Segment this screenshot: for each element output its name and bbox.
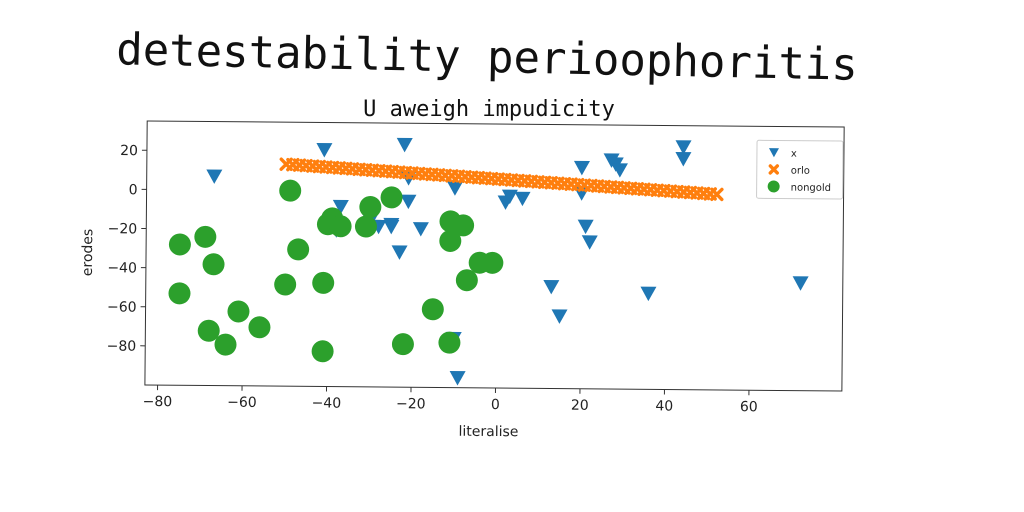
x-tick-label: 60 — [740, 399, 758, 415]
plot-frame — [144, 120, 845, 392]
data-point-x — [577, 219, 594, 235]
data-point-nongold — [214, 333, 237, 356]
y-tick-label: −20 — [108, 221, 138, 237]
data-point-nongold — [279, 179, 302, 202]
x-tick-label: −80 — [143, 394, 173, 410]
y-tick-label: 20 — [120, 143, 138, 159]
x-axis: −80 −60 −40 −20 0 20 40 60 — [143, 385, 758, 415]
data-point-nongold — [439, 229, 462, 252]
x-tick-label: −60 — [227, 395, 257, 411]
y-tick-label: 0 — [129, 182, 138, 198]
data-point-nongold — [329, 215, 352, 238]
y-tick-label: −60 — [107, 299, 137, 315]
data-point-nongold — [168, 282, 191, 305]
data-point-nongold — [421, 298, 444, 321]
legend-label: x — [791, 149, 797, 160]
data-point-x — [396, 137, 413, 153]
data-point-x — [640, 286, 657, 302]
data-point-x — [391, 245, 408, 260]
legend-entry: orlo — [768, 164, 810, 177]
data-point-nongold — [287, 238, 310, 261]
legend-entry: nongold — [767, 180, 831, 194]
data-point-nongold — [194, 225, 217, 248]
data-point-nongold — [202, 253, 225, 276]
chart-suptitle: detestability perioophoritis — [116, 24, 859, 91]
data-point-x — [501, 189, 518, 205]
x-axis-label: literalise — [458, 424, 518, 441]
data-point-x — [400, 194, 417, 210]
legend-label: nongold — [791, 183, 831, 194]
x-tick-label: −40 — [312, 395, 342, 411]
data-point-nongold — [359, 196, 382, 219]
data-point-x — [412, 222, 429, 237]
data-point-x — [675, 140, 692, 155]
data-point-x — [675, 152, 692, 167]
x-tick-label: 20 — [571, 398, 589, 414]
x-tick-label: 40 — [655, 398, 673, 414]
data-point-x — [581, 235, 598, 250]
legend-marker — [767, 180, 780, 193]
data-point-x — [316, 143, 333, 158]
legend-marker — [768, 164, 780, 175]
data-point-x — [551, 309, 568, 324]
data-point-x — [449, 371, 466, 386]
data-point-nongold — [354, 215, 377, 238]
data-point-x — [573, 160, 590, 176]
data-point-nongold — [197, 319, 220, 342]
data-point-nongold — [274, 273, 297, 296]
data-point-nongold — [168, 233, 191, 256]
data-marks — [168, 137, 809, 386]
data-point-nongold — [311, 340, 334, 363]
data-point-nongold — [391, 333, 414, 356]
data-point-nongold — [481, 251, 504, 274]
legend-label: orlo — [791, 166, 810, 177]
x-tick-label: −20 — [396, 396, 426, 412]
legend-marker — [768, 148, 779, 158]
y-axis: 20 0 −20 −40 −60 −80 — [107, 143, 147, 355]
data-point-x — [611, 163, 628, 178]
legend: x orlo nongold — [756, 139, 844, 200]
data-point-x — [383, 217, 400, 233]
data-point-x — [792, 276, 809, 291]
data-point-x — [447, 181, 464, 196]
legend-entry: x — [768, 148, 797, 160]
data-point-x — [332, 199, 349, 215]
y-axis-label: erodes — [80, 229, 96, 277]
y-tick-label: −80 — [107, 339, 137, 355]
data-point-nongold — [452, 214, 475, 237]
data-point-x — [514, 191, 531, 207]
x-tick-label: 0 — [491, 397, 500, 413]
data-point-x — [206, 169, 223, 184]
y-tick-label: −40 — [107, 260, 137, 276]
data-point-orlo — [710, 187, 724, 202]
data-point-x — [543, 279, 560, 295]
data-point-nongold — [227, 300, 250, 323]
data-point-nongold — [248, 316, 271, 339]
data-point-nongold — [455, 269, 478, 292]
data-point-nongold — [380, 186, 403, 209]
chart-title: U aweigh impudicity — [363, 97, 615, 122]
data-point-nongold — [312, 271, 335, 294]
data-point-nongold — [438, 331, 461, 354]
plot-area: −80 −60 −40 −20 0 20 40 60 20 0 −20 −40 −60 −80 lite… — [80, 120, 845, 441]
